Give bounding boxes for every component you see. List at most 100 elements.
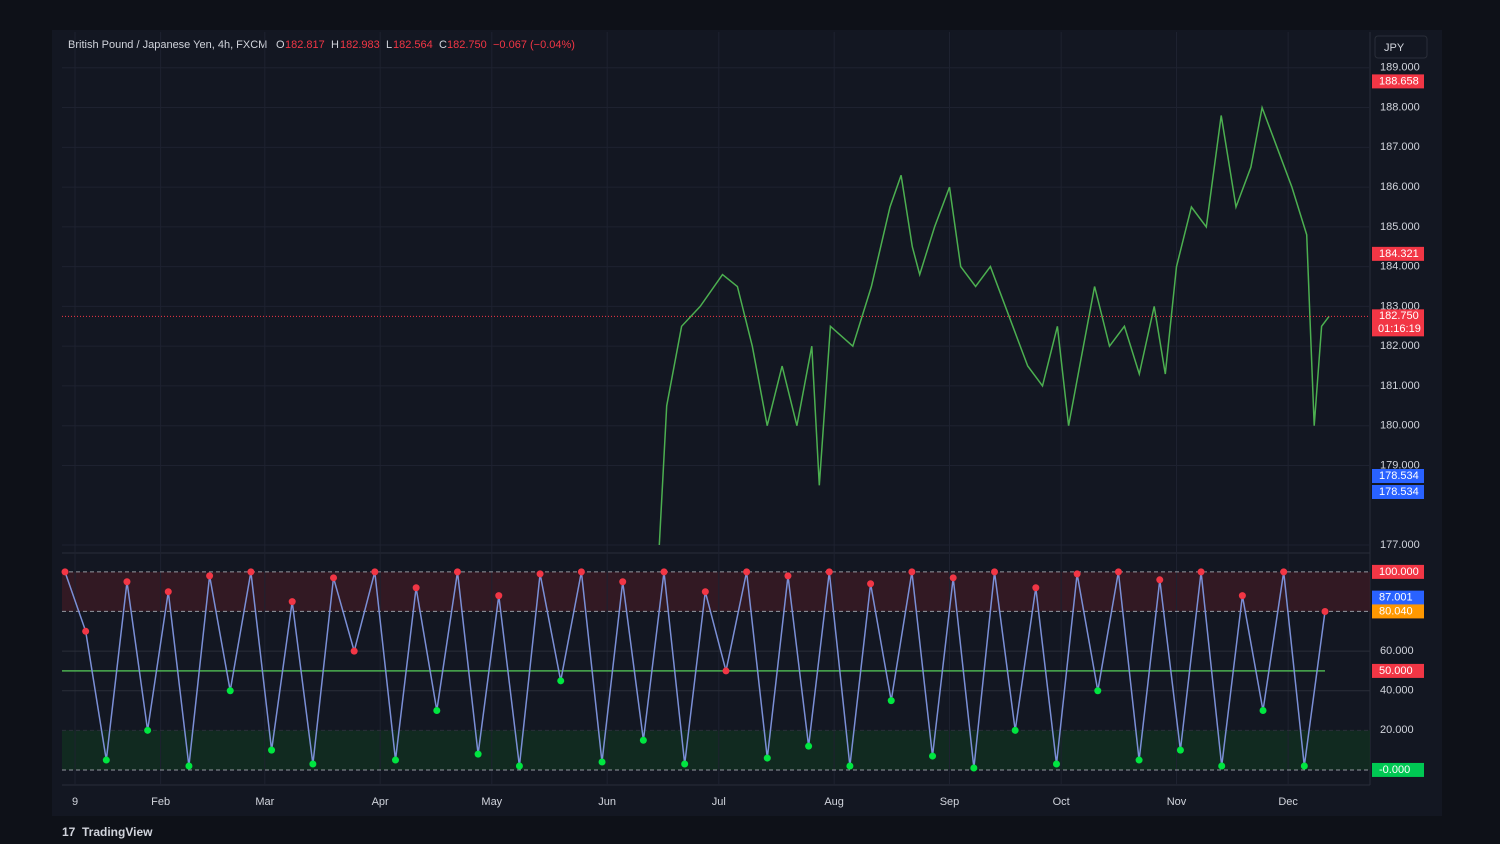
price-tag	[1372, 762, 1424, 777]
price-tag-label: 87.001	[1379, 592, 1413, 604]
signal-dot	[743, 568, 751, 576]
x-tick-label: Nov	[1167, 796, 1187, 808]
price-change: −0.067 (−0.04%)	[493, 39, 575, 51]
x-tick-label: Feb	[151, 796, 170, 808]
y-tick-label: 188.000	[1380, 101, 1420, 113]
price-tag-label: 50.000	[1379, 665, 1413, 677]
signal-dot	[598, 758, 606, 766]
signal-dot	[1156, 576, 1164, 584]
signal-dot	[949, 574, 957, 582]
y-tick-label: 180.000	[1380, 420, 1420, 432]
overbought-zone	[62, 571, 1370, 612]
signal-dot	[453, 568, 461, 576]
signal-dot	[701, 588, 709, 596]
signal-dot	[185, 762, 193, 770]
y-tick-label: 183.000	[1380, 300, 1420, 312]
signal-dot	[330, 574, 338, 582]
price-tag	[1372, 484, 1424, 499]
price-tag-label: -0.000	[1379, 764, 1410, 776]
ohlc-value: 182.750	[447, 39, 487, 51]
y-tick-label: 40.000	[1380, 685, 1414, 697]
signal-dot	[908, 568, 916, 576]
signal-dot	[82, 627, 90, 635]
price-tag	[1372, 246, 1424, 261]
signal-dot	[887, 697, 895, 705]
price-tag-label: 100.000	[1379, 566, 1419, 578]
signal-dot	[1218, 762, 1226, 770]
brand-logo[interactable]: TradingView	[82, 825, 153, 839]
signal-dot	[515, 762, 523, 770]
signal-dot	[536, 570, 544, 578]
signal-dot	[1300, 762, 1308, 770]
signal-dot	[784, 572, 792, 580]
signal-dot	[1011, 726, 1019, 734]
x-tick-label: Oct	[1053, 796, 1070, 808]
signal-dot	[247, 568, 255, 576]
price-tag	[1372, 309, 1424, 324]
ohlc-label: L	[386, 39, 392, 51]
signal-dot	[991, 568, 999, 576]
signal-dot	[391, 756, 399, 764]
signal-dot	[61, 568, 69, 576]
signal-dot	[144, 726, 152, 734]
price-tag-label: 178.534	[1379, 486, 1419, 498]
signal-dot	[288, 598, 296, 606]
signal-dot	[929, 752, 937, 760]
ohlc-label: O	[276, 39, 285, 51]
x-tick-label: 9	[72, 796, 78, 808]
price-tag	[1372, 590, 1424, 605]
countdown: 01:16:19	[1378, 323, 1421, 335]
signal-dot	[763, 754, 771, 762]
x-tick-label: Jun	[598, 796, 616, 808]
signal-dot	[350, 647, 358, 655]
signal-dot	[1032, 584, 1040, 592]
signal-dot	[268, 746, 276, 754]
signal-dot	[825, 568, 833, 576]
x-tick-label: Apr	[372, 796, 389, 808]
signal-dot	[970, 764, 978, 772]
y-tick-label: 185.000	[1380, 221, 1420, 233]
x-tick-label: Aug	[824, 796, 844, 808]
x-tick-label: Mar	[255, 796, 274, 808]
signal-dot	[1176, 746, 1184, 754]
signal-dot	[1259, 707, 1267, 715]
symbol-title: British Pound / Japanese Yen, 4h, FXCM	[68, 39, 267, 51]
ohlc-value: 182.817	[285, 39, 325, 51]
price-tag-label: 178.534	[1379, 470, 1419, 482]
price-tag-label: 184.321	[1379, 248, 1419, 260]
signal-dot	[164, 588, 172, 596]
signal-dot	[1052, 760, 1060, 768]
y-tick-label: 20.000	[1380, 724, 1414, 736]
signal-dot	[660, 568, 668, 576]
oversold-zone	[62, 730, 1370, 770]
signal-dot	[1321, 607, 1329, 615]
price-tag	[1372, 468, 1424, 483]
ohlc-label: C	[439, 39, 447, 51]
signal-dot	[433, 707, 441, 715]
x-tick-label: May	[481, 796, 502, 808]
signal-dot	[495, 592, 503, 600]
y-tick-label: 184.000	[1380, 261, 1420, 273]
price-tag	[1372, 564, 1424, 579]
currency-label[interactable]: JPY	[1384, 42, 1405, 54]
x-tick-label: Dec	[1278, 796, 1298, 808]
signal-dot	[577, 568, 585, 576]
price-tag	[1372, 663, 1424, 678]
signal-dot	[1238, 592, 1246, 600]
brand-icon: 17	[62, 825, 76, 839]
y-tick-label: 177.000	[1380, 539, 1420, 551]
y-tick-label: 60.000	[1380, 645, 1414, 657]
signal-dot	[846, 762, 854, 770]
signal-dot	[639, 736, 647, 744]
signal-dot	[557, 677, 565, 685]
ohlc-value: 182.983	[340, 39, 380, 51]
ohlc-label: H	[331, 39, 339, 51]
signal-dot	[1094, 687, 1102, 695]
signal-dot	[102, 756, 110, 764]
signal-dot	[474, 750, 482, 758]
price-tag-label: 80.040	[1379, 605, 1413, 617]
currency-button[interactable]	[1374, 35, 1428, 59]
ohlc-value: 182.564	[393, 39, 433, 51]
signal-dot	[805, 742, 813, 750]
signal-dot	[226, 687, 234, 695]
